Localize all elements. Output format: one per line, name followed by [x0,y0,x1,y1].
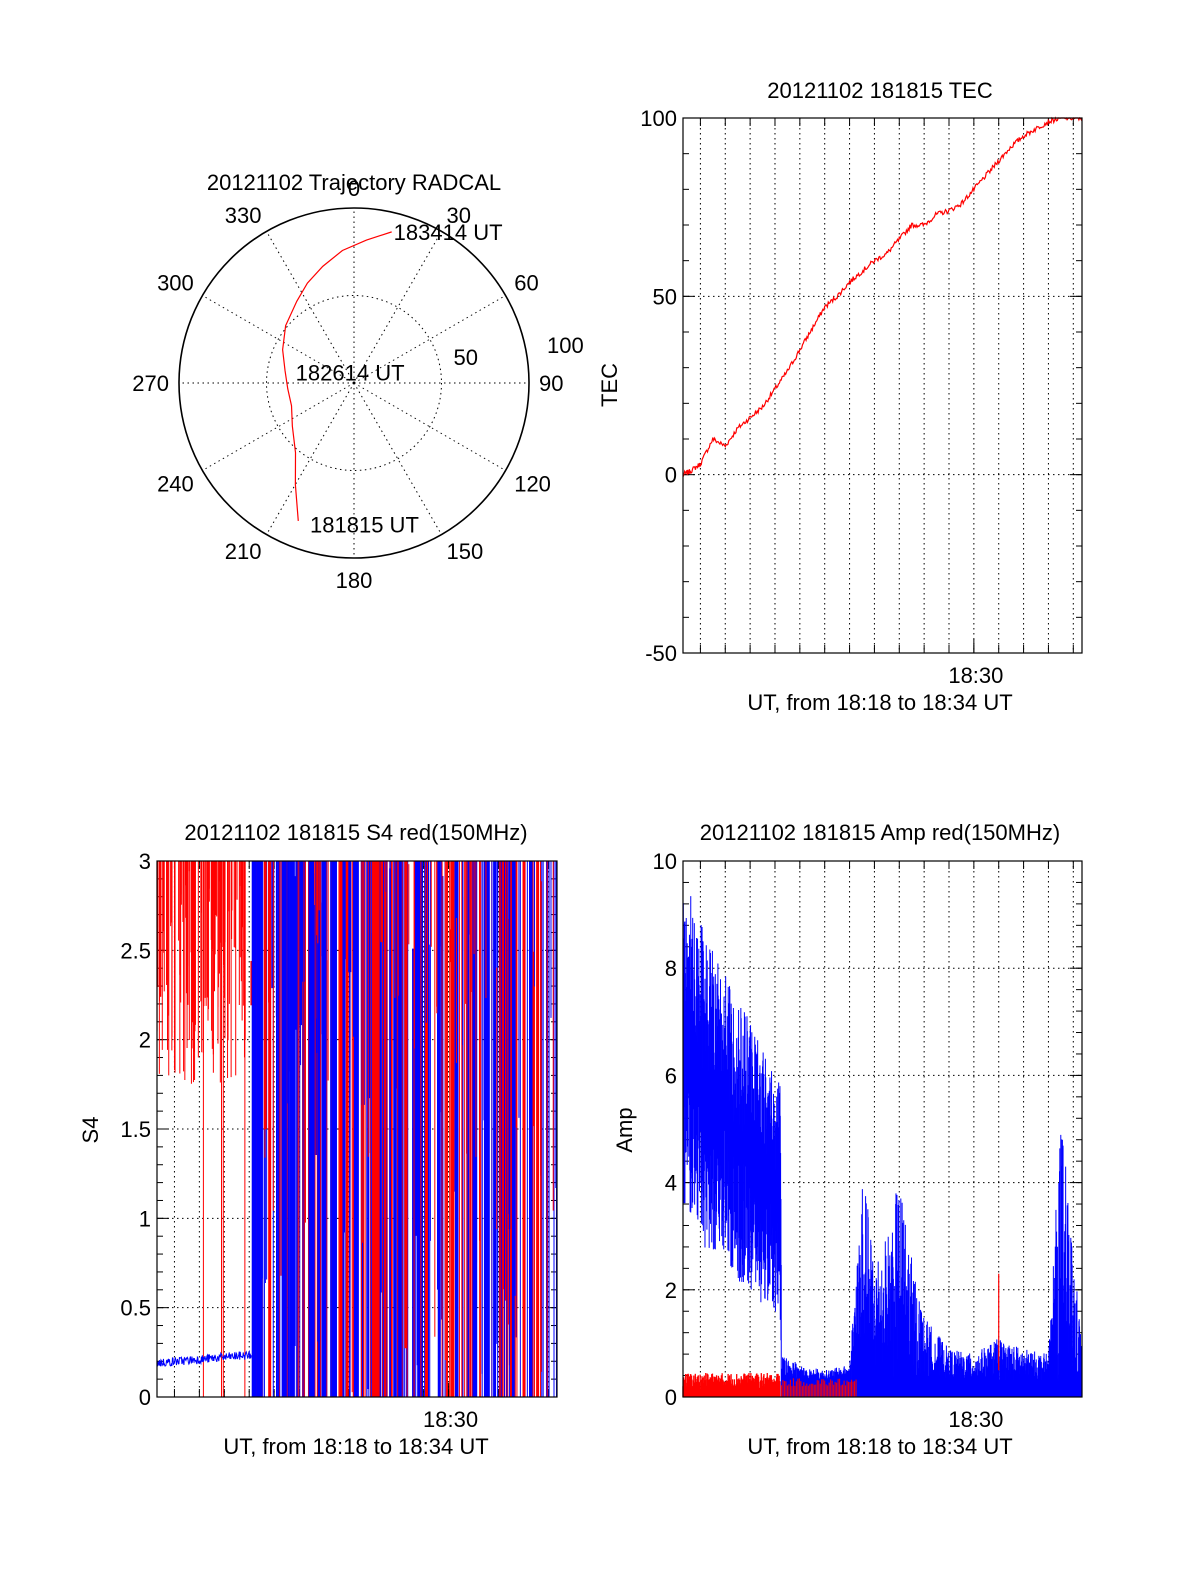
polar-angle-label: 180 [336,568,373,593]
polar-radial-labels: 50 100 [454,333,584,370]
trajectory-polar-panel: 20121102 Trajectory RADCAL 0 30 60 90 120 150… [132,170,583,593]
s4-panel: 20121102 181815 S4 red(150MHz) UT, from … [78,820,558,1459]
polar-outer-circle [178,207,530,559]
tec-panel: 20121102 181815 TEC UT, from 18:18 to 18… [597,78,1083,715]
s4-blue-bar [251,861,257,1397]
s4-blue-bar [353,861,359,1397]
y-tick-label: 1 [139,1206,151,1231]
y-tick-label: 1.5 [120,1117,151,1142]
polar-spoke [266,382,355,535]
polar-radial-label: 50 [454,345,478,370]
polar-grid [178,207,530,559]
trajectory-time-label: 182614 UT [296,360,405,385]
trajectory-title: 20121102 Trajectory RADCAL [207,170,501,195]
polar-spoke [353,295,506,384]
polar-angle-labels: 0 30 60 90 120 150 180 210 240 270 300 330 [132,176,563,593]
s4-blue-bar [321,861,327,1397]
polar-radial-label: 100 [547,333,584,358]
tec-title: 20121102 181815 TEC [767,78,993,103]
y-tick-label: -50 [645,641,677,666]
s4-title: 20121102 181815 S4 red(150MHz) [184,820,527,845]
polar-spoke [266,231,355,384]
y-tick-label: 2.5 [120,938,151,963]
tec-xlabel: UT, from 18:18 to 18:34 UT [747,690,1012,715]
amp-panel: 20121102 181815 Amp red(150MHz) UT, from… [612,820,1083,1459]
plot-frame [682,117,1083,654]
s4-blue-bar [256,861,262,1397]
y-tick-label: 4 [665,1171,677,1196]
amp-spikes [682,896,1083,1397]
s4-blue-bar [289,861,295,1397]
s4-xlabel: UT, from 18:18 to 18:34 UT [223,1434,488,1459]
y-tick-label: 2 [665,1278,677,1303]
s4-ylabel: S4 [78,1117,103,1144]
s4-blue-bar [309,861,315,1397]
polar-angle-label: 210 [225,539,262,564]
y-tick-label: 3 [139,849,151,874]
y-tick-label: 10 [653,849,677,874]
s4-spikes [156,861,557,1397]
s4-blue-bar [331,861,337,1397]
polar-angle-label: 0 [348,176,360,201]
polar-angle-label: 90 [539,371,563,396]
y-tick-label: 2 [139,1028,151,1053]
polar-spoke [353,382,442,535]
polar-spoke [353,231,442,384]
plot-frame [156,860,558,1398]
tec-series-line [682,116,1083,478]
trajectory-track [282,231,392,521]
y-tick-label: 0 [139,1385,151,1410]
x-tick-label: 18:30 [948,663,1003,688]
polar-spoke [202,382,355,471]
trajectory-time-label: 181815 UT [310,512,419,537]
y-tick-label: 0.5 [120,1296,151,1321]
amp-xlabel: UT, from 18:18 to 18:34 UT [747,1434,1012,1459]
polar-spoke [202,295,355,384]
polar-angle-label: 300 [157,271,194,296]
tec-ylabel: TEC [597,363,622,407]
x-tick-label: 18:30 [948,1407,1003,1432]
amp-ylabel: Amp [612,1107,637,1152]
y-tick-label: 8 [665,956,677,981]
x-tick-label: 18:30 [423,1407,478,1432]
trajectory-annotations: 183414 UT 182614 UT 181815 UT [296,220,503,538]
s4-blue-bar [281,861,287,1397]
trajectory-time-label: 183414 UT [394,220,503,245]
plot-frame [682,860,1083,1398]
y-tick-label: 50 [653,284,677,309]
y-tick-label: 0 [665,1385,677,1410]
amp-title: 20121102 181815 Amp red(150MHz) [700,820,1060,845]
polar-angle-label: 120 [514,472,551,497]
polar-angle-label: 60 [514,271,538,296]
y-tick-label: 0 [665,463,677,488]
polar-angle-label: 330 [225,203,262,228]
polar-angle-label: 270 [132,371,169,396]
polar-inner-circle [266,295,442,471]
y-tick-label: 100 [640,106,677,131]
polar-angle-label: 150 [447,539,484,564]
polar-spoke [353,382,506,471]
trajectory-line [282,231,392,521]
polar-angle-label: 30 [447,203,471,228]
s4-blue-baseline [156,1349,253,1367]
polar-angle-label: 240 [157,472,194,497]
y-tick-label: 6 [665,1063,677,1088]
